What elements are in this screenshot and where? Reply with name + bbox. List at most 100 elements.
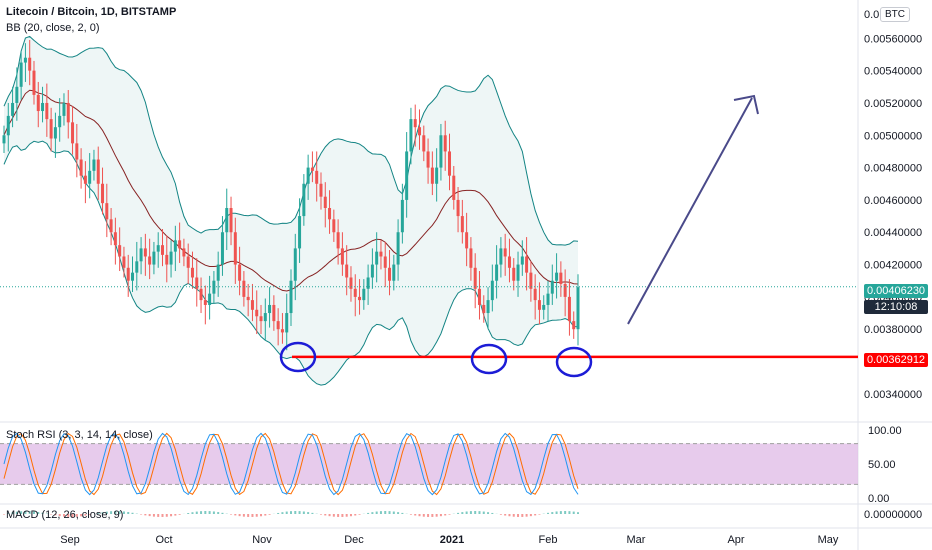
candle-body [349,277,353,289]
candle-body [426,151,430,168]
price-tick-label: 0.0 [864,9,879,21]
rsi-tick-label: 0.00 [868,493,889,505]
candle-body [118,245,122,257]
candle-body [546,293,550,305]
macd-histogram-bar [281,512,284,514]
macd-histogram-bar [379,511,382,514]
symbol-legend[interactable]: Litecoin / Bitcoin, 1D, BITSTAMP [6,6,177,18]
time-axis-label: Nov [252,534,272,546]
time-axis-label: Mar [627,534,646,546]
candle-body [152,251,156,265]
support-circle [279,341,317,373]
macd-histogram-bar [37,511,40,514]
macd-histogram-bar [110,511,113,514]
price-tick-label: 0.00520000 [864,98,922,110]
stoch-rsi-band [0,443,858,485]
stoch-rsi-title[interactable]: Stoch RSI (3, 3, 14, 14, close) [6,429,153,441]
candle-body [203,300,207,305]
macd-histogram-bar [461,512,464,514]
macd-histogram-bar [161,514,164,517]
candle-body [482,304,486,314]
candle-body [469,248,473,268]
candle-body [6,115,10,136]
candle-body [400,199,404,233]
macd-histogram-bar [152,514,155,517]
macd-histogram-bar [311,512,314,514]
macd-histogram-bar [101,512,104,514]
macd-histogram-bar [555,511,558,514]
candle-body [285,313,289,333]
macd-histogram-bar [54,514,57,516]
macd-histogram-bar [105,511,108,514]
price-tick-label: 0.00560000 [864,33,922,45]
macd-histogram-bar [367,512,370,514]
macd-histogram-bar [478,511,481,514]
bb-legend[interactable]: BB (20, close, 2, 0) [6,22,100,34]
candle-body [148,256,152,265]
candle-body [255,309,259,317]
macd-histogram-bar [277,512,280,514]
candle-body [370,264,374,278]
macd-histogram-bar [200,511,203,514]
macd-histogram-bar [217,512,220,514]
time-axis-label: Sep [60,534,80,546]
candle-body [315,170,319,184]
candle-body [109,219,113,233]
macd-histogram-bar [409,514,412,515]
candle-body [375,251,379,265]
candle-body [576,287,580,330]
macd-histogram-bar [242,514,245,517]
candle-body [435,167,439,184]
macd-histogram-bar [208,511,211,514]
candle-body [45,102,49,120]
candle-body [319,183,323,197]
candle-body [490,280,494,301]
candle-body [447,151,451,176]
macd-histogram-bar [165,514,168,517]
candle-body [525,256,529,273]
candle-body [2,135,6,144]
price-tick-label: 0.00380000 [864,324,922,336]
macd-histogram-bar [457,512,460,514]
candle-body [53,127,57,139]
last-price-label: 0.00406230 [864,284,928,298]
macd-histogram-bar [551,512,554,514]
candle-body [542,304,546,310]
macd-histogram-bar [238,514,241,517]
macd-title[interactable]: MACD (12, 26, close, 9) [6,509,124,521]
macd-histogram-bar [444,514,447,516]
candle-body [263,313,267,322]
candle-body [362,288,366,301]
candle-body [473,267,477,289]
macd-histogram-bar [418,514,421,517]
macd-histogram-bar [384,511,387,514]
macd-histogram-bar [491,512,494,514]
macd-histogram-bar [572,511,575,514]
candle-body [135,261,139,273]
candle-body [555,272,559,281]
macd-histogram-bar [319,514,322,515]
candle-body [328,208,332,220]
projection-arrow [627,97,753,325]
candle-body [516,264,520,281]
candle-body [537,300,541,310]
time-axis-label: Oct [155,534,172,546]
macd-histogram-bar [324,514,327,516]
macd-histogram-bar [97,513,100,514]
candle-body [58,115,62,128]
macd-histogram-bar [341,514,344,517]
candle-body [49,119,53,139]
currency-badge[interactable]: BTC [880,7,910,22]
macd-histogram-bar [131,512,134,514]
candle-body [563,283,567,297]
candle-body [126,267,130,281]
macd-histogram-bar [290,511,292,514]
macd-histogram-bar [529,514,532,517]
price-tick-label: 0.00440000 [864,227,922,239]
candle-body [358,296,362,301]
support-price-label: 0.00362912 [864,353,928,367]
candle-body [559,272,563,284]
candle-body [156,245,160,252]
candle-body [242,280,246,297]
